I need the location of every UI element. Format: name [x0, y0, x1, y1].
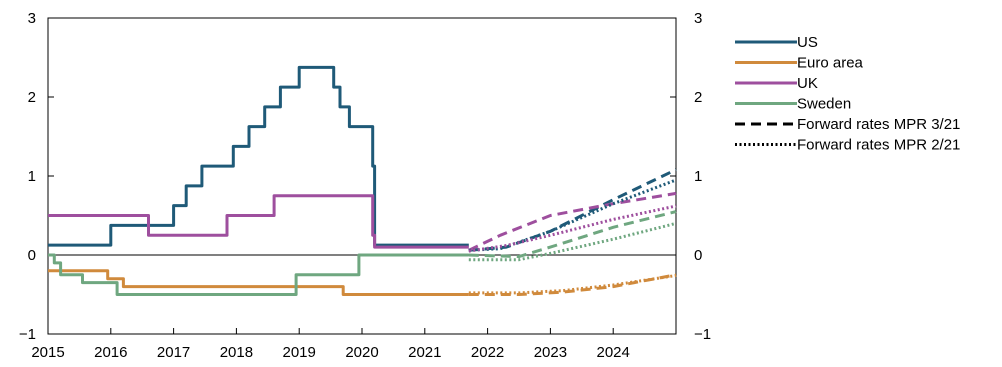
y-tick-label-left: −1	[19, 326, 36, 343]
y-tick-label-left: 0	[28, 247, 36, 264]
series-line-2	[48, 194, 469, 249]
series-line-0	[48, 65, 469, 247]
y-tick-label-right: −1	[694, 326, 711, 343]
y-tick-label-right: 3	[694, 10, 702, 27]
y-tick-label-right: 1	[694, 168, 702, 185]
x-tick-label: 2021	[408, 344, 441, 361]
y-tick-label-left: 1	[28, 168, 36, 185]
y-tick-label-left: 3	[28, 10, 36, 27]
x-tick-label: 2017	[157, 344, 190, 361]
series-line-6	[468, 191, 677, 252]
x-tick-label: 2024	[597, 344, 630, 361]
x-tick-label: 2020	[345, 344, 378, 361]
legend-label: Forward rates MPR 2/21	[797, 137, 960, 154]
legend-label: Sweden	[797, 96, 851, 113]
series-line-8	[468, 178, 677, 252]
series-line-9	[468, 274, 677, 295]
x-tick-label: 2018	[220, 344, 253, 361]
legend-label: Forward rates MPR 3/21	[797, 116, 960, 133]
legend-label: UK	[797, 75, 818, 92]
axis-ticks: 2015 2016 2017 2018 2019 2020 2021 2022 2023 2024…	[19, 10, 711, 361]
series-group	[48, 65, 677, 296]
series-line-3	[48, 253, 469, 296]
series-line-11	[468, 221, 677, 262]
legend: US Euro area UK Sweden Forward rates MPR 3/2…	[735, 34, 960, 154]
x-tick-label: 2019	[283, 344, 316, 361]
series-line-5	[468, 273, 677, 296]
y-tick-label-left: 2	[28, 89, 36, 106]
x-tick-label: 2023	[534, 344, 567, 361]
y-tick-label-right: 0	[694, 247, 702, 264]
series-line-1	[48, 269, 469, 296]
series-line-4	[468, 168, 677, 252]
legend-label: Euro area	[797, 55, 864, 72]
legend-label: US	[797, 34, 818, 51]
y-tick-label-right: 2	[694, 89, 702, 106]
x-tick-label: 2015	[31, 344, 64, 361]
series-line-7	[468, 210, 677, 259]
x-tick-label: 2016	[94, 344, 127, 361]
series-line-10	[468, 204, 677, 253]
x-tick-label: 2022	[471, 344, 504, 361]
